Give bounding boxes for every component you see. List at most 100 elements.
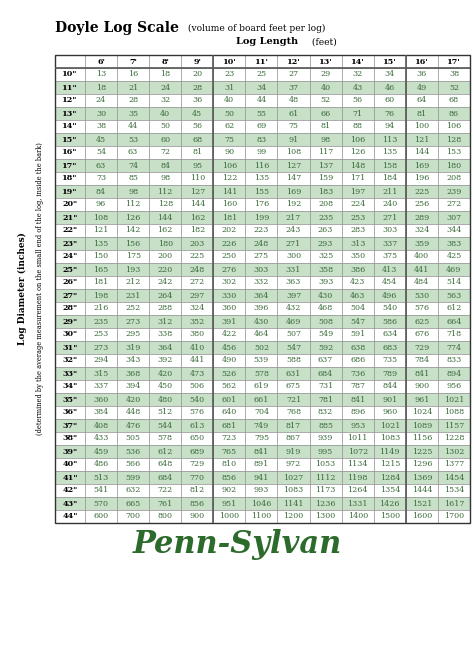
Bar: [149, 185, 181, 198]
Text: 208: 208: [447, 175, 462, 183]
Text: 1500: 1500: [380, 513, 400, 521]
Bar: [85, 367, 117, 380]
Text: 16": 16": [62, 148, 78, 157]
Bar: [213, 133, 246, 146]
Text: 787: 787: [350, 382, 365, 390]
Bar: [277, 107, 310, 120]
Bar: [277, 315, 310, 328]
Text: 45: 45: [96, 135, 106, 143]
Bar: [149, 406, 181, 419]
Text: 1072: 1072: [347, 448, 368, 455]
Bar: [149, 172, 181, 185]
Bar: [374, 458, 406, 471]
Bar: [406, 419, 438, 432]
Bar: [342, 133, 374, 146]
Text: 765: 765: [222, 448, 237, 455]
Text: 676: 676: [414, 330, 429, 339]
Bar: [342, 406, 374, 419]
Text: 208: 208: [318, 201, 333, 208]
Text: 1157: 1157: [444, 421, 464, 430]
Bar: [149, 341, 181, 354]
Bar: [406, 159, 438, 172]
Text: 591: 591: [350, 330, 365, 339]
Text: 360: 360: [93, 395, 109, 404]
Bar: [246, 380, 277, 393]
Bar: [181, 146, 213, 159]
Bar: [149, 120, 181, 133]
Bar: [277, 224, 310, 237]
Bar: [213, 432, 246, 445]
Text: (volume of board feet per log): (volume of board feet per log): [185, 23, 325, 32]
Bar: [310, 432, 342, 445]
Text: 592: 592: [318, 344, 333, 352]
Text: 841: 841: [414, 370, 429, 377]
Text: 570: 570: [93, 499, 109, 508]
Bar: [374, 315, 406, 328]
Text: 33": 33": [63, 370, 78, 377]
Bar: [117, 107, 149, 120]
Bar: [374, 120, 406, 133]
Text: 619: 619: [254, 382, 269, 390]
Text: 817: 817: [286, 421, 301, 430]
Bar: [342, 380, 374, 393]
Text: 162: 162: [157, 226, 173, 235]
Bar: [406, 94, 438, 107]
Text: 11': 11': [255, 57, 268, 66]
Bar: [85, 185, 117, 198]
Bar: [342, 315, 374, 328]
Bar: [310, 276, 342, 289]
Text: 225: 225: [190, 252, 205, 261]
Bar: [310, 146, 342, 159]
Text: 1444: 1444: [411, 486, 432, 495]
Bar: [149, 133, 181, 146]
Bar: [55, 341, 85, 354]
Text: 53: 53: [128, 135, 138, 143]
Bar: [406, 211, 438, 224]
Text: 1302: 1302: [444, 448, 464, 455]
Bar: [246, 406, 277, 419]
Bar: [181, 107, 213, 120]
Text: 253: 253: [350, 213, 365, 221]
Text: 1354: 1354: [380, 486, 400, 495]
Bar: [438, 68, 470, 81]
Text: 513: 513: [93, 473, 109, 482]
Text: 343: 343: [126, 357, 141, 364]
Text: 184: 184: [382, 175, 397, 183]
Text: 972: 972: [286, 461, 301, 468]
Bar: [213, 263, 246, 276]
Text: 307: 307: [447, 213, 462, 221]
Bar: [342, 94, 374, 107]
Bar: [342, 289, 374, 302]
Text: 540: 540: [190, 395, 205, 404]
Text: 562: 562: [222, 382, 237, 390]
Text: 34: 34: [385, 70, 395, 79]
Bar: [117, 302, 149, 315]
Text: 456: 456: [222, 344, 237, 352]
Text: 181: 181: [222, 213, 237, 221]
Bar: [55, 172, 85, 185]
Bar: [277, 146, 310, 159]
Text: 49: 49: [417, 83, 427, 92]
Bar: [213, 68, 246, 81]
Bar: [374, 406, 406, 419]
Bar: [342, 458, 374, 471]
Text: 1600: 1600: [412, 513, 432, 521]
Text: 650: 650: [190, 435, 205, 442]
Text: 23": 23": [63, 239, 78, 248]
Text: 29": 29": [63, 317, 78, 326]
Bar: [310, 107, 342, 120]
Text: 380: 380: [190, 330, 205, 339]
Bar: [277, 68, 310, 81]
Text: 599: 599: [126, 473, 141, 482]
Text: 40: 40: [224, 97, 235, 104]
Text: 7': 7': [129, 57, 137, 66]
Text: 6': 6': [97, 57, 105, 66]
Text: 1331: 1331: [347, 499, 368, 508]
Bar: [310, 172, 342, 185]
Text: 1024: 1024: [412, 408, 432, 417]
Bar: [277, 432, 310, 445]
Text: 91: 91: [288, 135, 299, 143]
Text: 106: 106: [222, 161, 237, 170]
Bar: [374, 55, 406, 68]
Text: 410: 410: [190, 344, 205, 352]
